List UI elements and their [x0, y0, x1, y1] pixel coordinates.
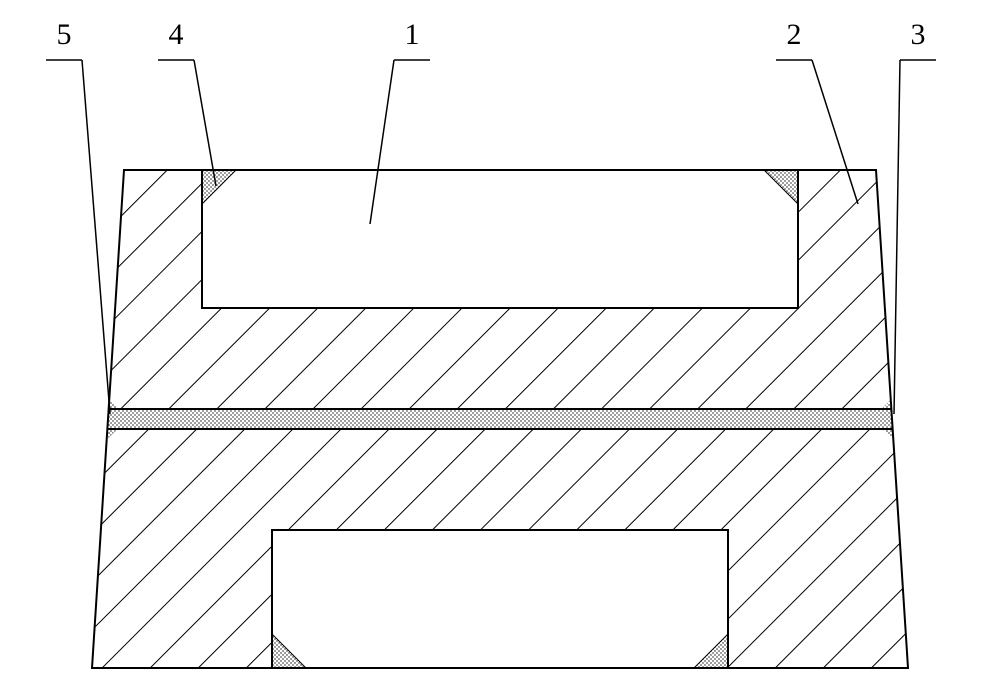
label-3-leader — [894, 60, 900, 414]
label-1: 1 — [405, 18, 420, 51]
label-3: 3 — [911, 18, 926, 51]
label-2: 2 — [787, 18, 802, 51]
label-5-leader — [82, 60, 110, 414]
label-4: 4 — [169, 18, 184, 51]
label-5: 5 — [57, 18, 72, 51]
mid-dotted-band — [109, 409, 892, 429]
label-4-leader — [194, 60, 216, 186]
